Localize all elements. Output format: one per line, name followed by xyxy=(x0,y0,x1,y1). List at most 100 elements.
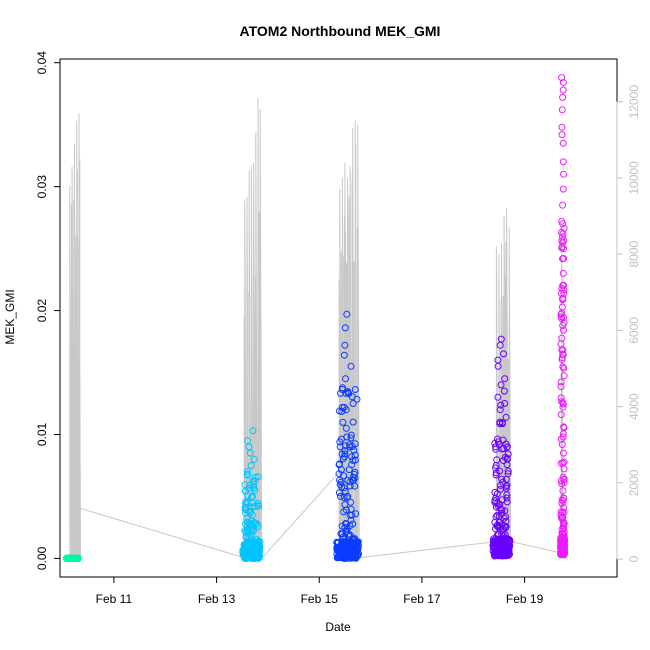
data-point xyxy=(557,378,565,386)
data-point xyxy=(66,554,74,562)
data-point xyxy=(350,535,358,543)
data-point xyxy=(558,284,566,292)
data-point xyxy=(559,363,567,371)
data-point xyxy=(351,386,359,393)
data-point xyxy=(560,372,568,380)
y2-tick-label: 8000 xyxy=(627,240,641,267)
spike-cluster-0 xyxy=(69,113,81,560)
data-point xyxy=(348,443,356,450)
data-point xyxy=(497,401,505,409)
data-point xyxy=(558,123,566,131)
data-point xyxy=(494,393,502,401)
data-point xyxy=(492,513,500,521)
data-point xyxy=(342,520,350,528)
data-point xyxy=(246,552,254,560)
data-point xyxy=(241,505,249,513)
x-tick-label: Feb 17 xyxy=(403,592,441,606)
data-point xyxy=(74,554,82,562)
data-point xyxy=(254,554,262,562)
data-point xyxy=(347,431,355,439)
y2-tick-label: 6000 xyxy=(627,317,641,344)
data-point xyxy=(246,449,254,457)
data-point xyxy=(341,523,349,531)
data-point xyxy=(249,537,257,545)
x-tick-label: Feb 11 xyxy=(96,592,133,606)
series-2 xyxy=(333,310,363,562)
data-point xyxy=(336,492,344,500)
data-point xyxy=(558,229,565,236)
data-point xyxy=(333,543,341,551)
data-point xyxy=(352,545,360,553)
data-point xyxy=(347,498,355,506)
data-point xyxy=(501,552,509,560)
data-point xyxy=(254,503,262,510)
series-3 xyxy=(489,335,514,560)
data-point xyxy=(254,473,262,481)
data-point xyxy=(340,535,347,543)
data-point xyxy=(347,362,355,370)
data-point xyxy=(559,351,567,359)
data-point xyxy=(557,383,565,391)
data-point xyxy=(335,551,343,559)
data-point xyxy=(246,481,254,489)
data-point xyxy=(345,390,353,398)
data-point xyxy=(348,453,356,461)
data-point xyxy=(342,543,350,551)
data-point xyxy=(341,447,349,455)
data-point xyxy=(503,443,511,451)
data-point xyxy=(501,400,509,407)
data-point xyxy=(339,418,347,426)
data-point xyxy=(559,269,567,277)
data-point xyxy=(501,531,509,539)
data-point xyxy=(560,364,568,372)
data-point xyxy=(557,340,565,348)
data-point xyxy=(243,468,251,476)
y-axis-label: MEK_GMI xyxy=(3,289,17,344)
data-point xyxy=(504,467,512,475)
data-point xyxy=(249,544,257,552)
data-point xyxy=(497,381,505,389)
data-point xyxy=(497,481,504,489)
data-point xyxy=(558,548,566,556)
data-point xyxy=(500,350,507,358)
data-point xyxy=(560,326,567,334)
data-point xyxy=(559,86,567,94)
data-point xyxy=(351,535,359,543)
data-point xyxy=(558,533,566,541)
data-point xyxy=(493,499,501,507)
data-point xyxy=(502,413,510,421)
series-4 xyxy=(557,74,569,559)
data-point xyxy=(502,517,510,525)
data-point xyxy=(493,511,501,519)
data-point xyxy=(494,545,502,553)
data-point xyxy=(343,310,351,318)
data-point xyxy=(560,479,568,486)
series-1 xyxy=(239,427,264,562)
data-point xyxy=(498,546,506,554)
data-point xyxy=(503,494,511,502)
data-point xyxy=(351,451,359,459)
data-point xyxy=(345,466,353,474)
data-point xyxy=(346,482,354,490)
data-point xyxy=(498,506,506,514)
data-point xyxy=(249,427,257,435)
data-point xyxy=(558,499,566,507)
y-tick-label: 0.03 xyxy=(35,175,49,199)
data-point xyxy=(560,423,568,431)
connecting-line-layer xyxy=(71,470,564,559)
data-point xyxy=(559,403,567,411)
data-point xyxy=(558,354,566,362)
data-point xyxy=(558,544,566,552)
data-point xyxy=(340,472,348,480)
data-point xyxy=(560,170,567,178)
data-point xyxy=(247,462,255,469)
data-point xyxy=(250,455,258,463)
data-point xyxy=(492,538,500,546)
data-point xyxy=(349,553,357,561)
y2-tick-label: 2000 xyxy=(627,469,641,496)
data-point xyxy=(560,449,567,457)
series-0 xyxy=(62,554,82,562)
data-point xyxy=(349,400,357,407)
data-point xyxy=(336,476,344,484)
